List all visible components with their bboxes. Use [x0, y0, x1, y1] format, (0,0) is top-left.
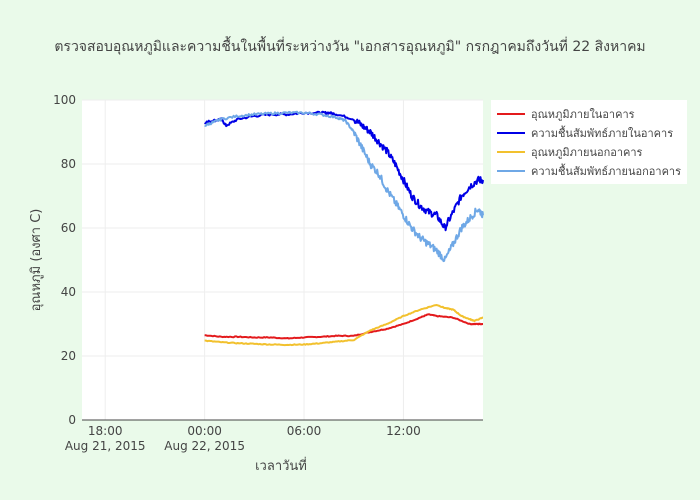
- x-tick-date-label: Aug 21, 2015: [65, 439, 146, 453]
- grid-lines: [82, 99, 483, 420]
- y-tick-label: 40: [61, 285, 76, 299]
- plot-background: [82, 100, 483, 420]
- legend[interactable]: อุณหภูมิภายในอาคารความชื้นสัมพัทธ์ภายในอ…: [491, 100, 687, 184]
- legend-label: ความชื้นสัมพัทธ์ภายนอกอาคาร: [531, 163, 681, 178]
- x-tick-label: 06:00: [287, 424, 322, 438]
- legend-label: อุณหภูมิภายในอาคาร: [531, 108, 635, 121]
- y-tick-label: 60: [61, 221, 76, 235]
- x-tick-label: 00:00: [187, 424, 222, 438]
- y-tick-label: 100: [53, 93, 76, 107]
- x-axis-title: เวลาวันที่: [255, 457, 307, 474]
- series-line-4: [204, 110, 484, 263]
- series-lines: [204, 110, 484, 347]
- legend-label: ความชื้นสัมพัทธ์ภายในอาคาร: [531, 125, 673, 140]
- series-line-2: [204, 110, 484, 232]
- y-tick-label: 0: [68, 413, 76, 427]
- series-line-3: [204, 304, 484, 347]
- x-tick-label: 18:00: [88, 424, 123, 438]
- legend-label: อุณหภูมิภายนอกอาคาร: [531, 146, 643, 159]
- chart-title: ตรวจสอบอุณหภูมิและความชื้นในพื้นที่ระหว่…: [54, 39, 646, 55]
- y-tick-label: 80: [61, 157, 76, 171]
- y-axis-title: อุณหภูมิ (องศา C): [29, 209, 44, 312]
- x-tick-label: 12:00: [386, 424, 421, 438]
- x-tick-date-label: Aug 22, 2015: [164, 439, 245, 453]
- y-tick-label: 20: [61, 349, 76, 363]
